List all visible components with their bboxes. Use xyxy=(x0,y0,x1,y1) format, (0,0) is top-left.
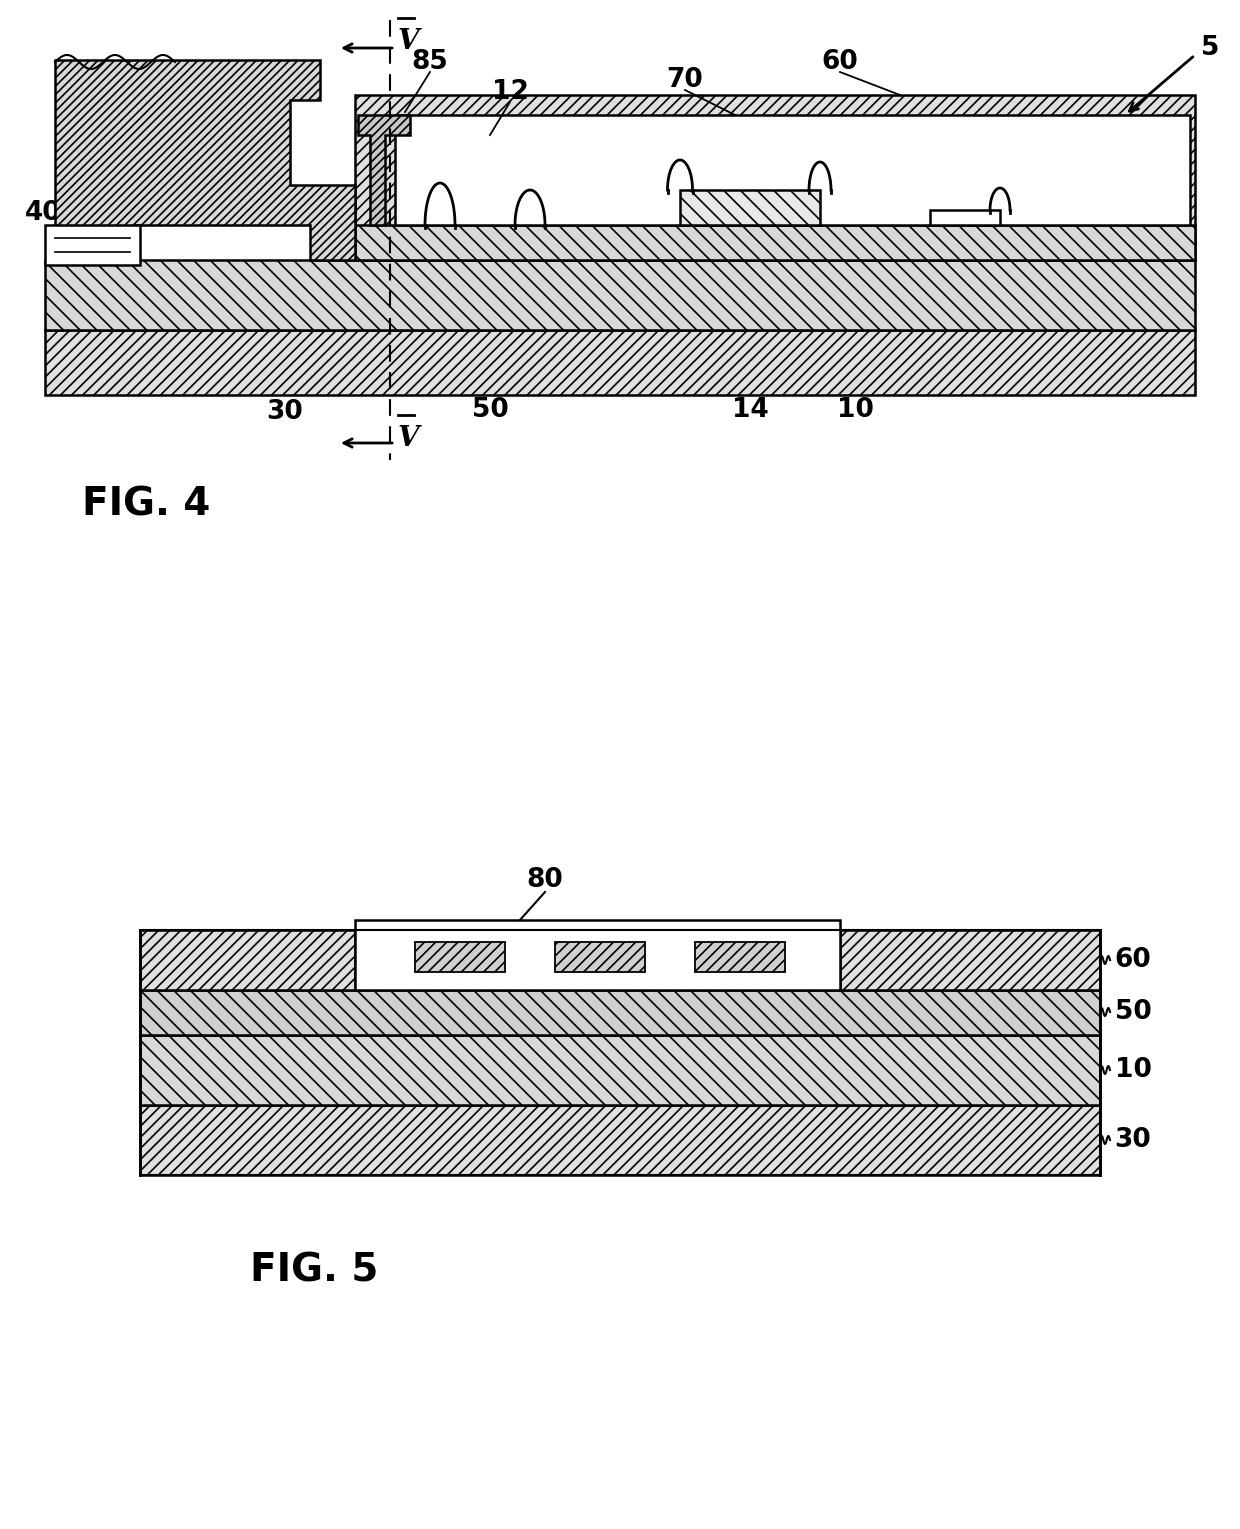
Text: 70: 70 xyxy=(667,67,703,93)
Polygon shape xyxy=(355,920,839,989)
Polygon shape xyxy=(355,225,1195,260)
Polygon shape xyxy=(556,942,645,972)
Polygon shape xyxy=(55,60,355,260)
Text: FIG. 5: FIG. 5 xyxy=(250,1251,378,1289)
Text: 10: 10 xyxy=(837,398,873,424)
Text: 50: 50 xyxy=(471,398,508,424)
Polygon shape xyxy=(839,930,1100,989)
Text: 12: 12 xyxy=(491,80,528,106)
Text: 50: 50 xyxy=(1115,998,1152,1024)
Polygon shape xyxy=(140,1035,1100,1105)
Text: V: V xyxy=(398,28,419,55)
Text: 10: 10 xyxy=(1115,1057,1152,1083)
Polygon shape xyxy=(396,115,1190,225)
Text: 30: 30 xyxy=(1115,1127,1152,1153)
Text: 80: 80 xyxy=(527,867,563,893)
Text: 14: 14 xyxy=(732,398,769,424)
Text: 5: 5 xyxy=(1200,35,1219,61)
Polygon shape xyxy=(355,95,1195,260)
Polygon shape xyxy=(140,930,355,989)
Polygon shape xyxy=(358,115,410,225)
Text: 80: 80 xyxy=(99,122,136,148)
Text: 40: 40 xyxy=(25,200,61,226)
Polygon shape xyxy=(680,190,820,225)
Polygon shape xyxy=(415,942,505,972)
Polygon shape xyxy=(45,330,1195,394)
Polygon shape xyxy=(694,942,785,972)
Polygon shape xyxy=(45,225,140,265)
Text: 60: 60 xyxy=(1115,946,1152,972)
Text: 60: 60 xyxy=(822,49,858,75)
Polygon shape xyxy=(45,260,1195,330)
Polygon shape xyxy=(140,989,1100,1035)
Polygon shape xyxy=(930,209,999,225)
Text: 30: 30 xyxy=(267,399,304,425)
Text: 85: 85 xyxy=(412,49,449,75)
Text: FIG. 4: FIG. 4 xyxy=(82,486,211,524)
Polygon shape xyxy=(140,1105,1100,1174)
Text: V: V xyxy=(398,425,419,453)
